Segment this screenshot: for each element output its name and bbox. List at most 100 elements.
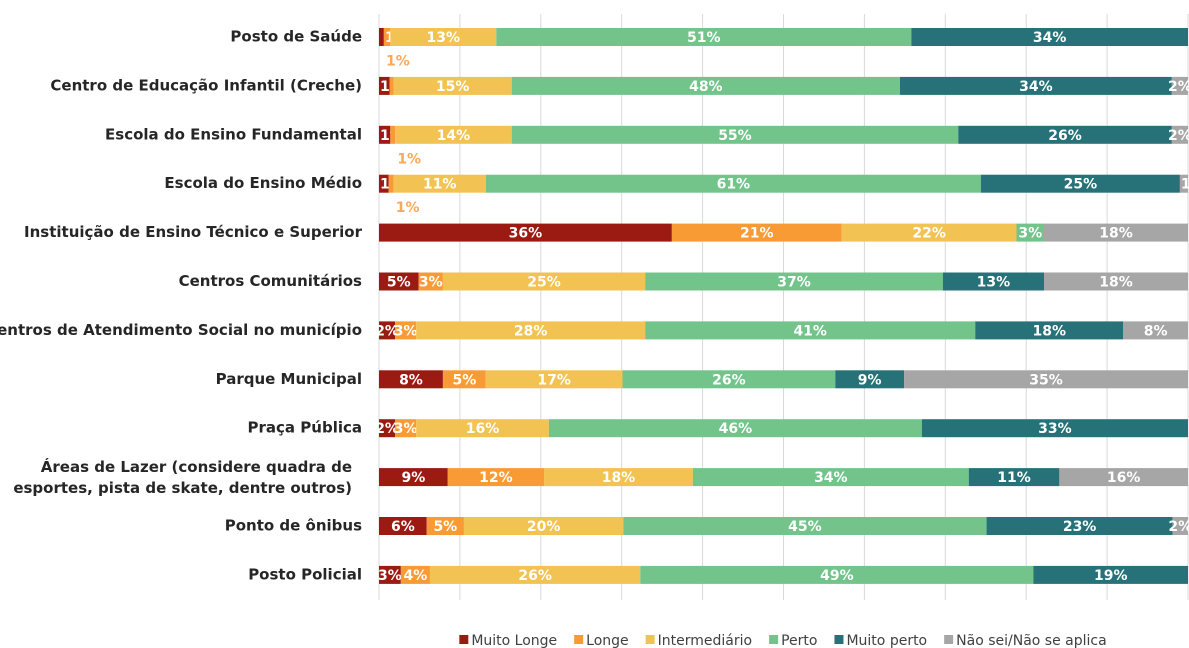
bar-segment (416, 419, 549, 438)
category-label: Ponto de ônibus (225, 517, 362, 535)
bar-segment (1043, 272, 1188, 291)
bar-segment (640, 565, 1034, 584)
bar-segment (379, 517, 427, 535)
value-label: 37% (777, 275, 811, 291)
value-label: 1% (1181, 177, 1189, 193)
legend-swatch (769, 635, 779, 644)
bar-segment (911, 28, 1188, 46)
bar-segment (968, 468, 1060, 487)
bar-segment (1033, 565, 1188, 584)
value-label: 2% (1168, 79, 1189, 95)
bar-segment (544, 468, 693, 487)
legend-label: Não sei/Não se aplica (956, 633, 1107, 648)
value-label: 18% (1099, 275, 1133, 291)
legend-swatch (834, 635, 844, 644)
value-label: 16% (1107, 470, 1141, 486)
bar-segment (485, 174, 981, 193)
legend-label: Intermediário (658, 633, 752, 648)
bar-segment (986, 517, 1173, 535)
bar-segment (418, 272, 443, 291)
value-label: 34% (1019, 79, 1053, 95)
legend-label: Muito Longe (471, 633, 557, 648)
value-label: 22% (912, 226, 946, 242)
value-label: 36% (509, 226, 543, 242)
bar-segment (379, 125, 391, 144)
value-label: 1% (397, 151, 421, 167)
value-label: 48% (689, 79, 723, 95)
bar-segment (645, 321, 976, 340)
value-label: 19% (1094, 568, 1128, 584)
value-label: 26% (518, 568, 552, 584)
bar-segment (1171, 125, 1188, 144)
bar-segment (1172, 517, 1188, 535)
bar-segment (379, 419, 396, 438)
bar-segment (426, 517, 464, 535)
value-label: 4% (404, 568, 428, 584)
bar-segment (548, 419, 922, 438)
bar-segment (389, 76, 394, 95)
value-label: 5% (433, 519, 457, 535)
bar-segment (904, 370, 1188, 389)
legend-swatch (459, 635, 469, 644)
bar-segment (429, 565, 641, 584)
legend-swatch (574, 635, 584, 644)
value-label: 26% (1048, 128, 1082, 144)
value-label: 34% (814, 470, 848, 486)
bar-segment (841, 223, 1017, 242)
bar-segment (980, 174, 1180, 193)
bar-segment (416, 321, 646, 340)
bar-segment (395, 125, 512, 144)
value-label: 11% (997, 470, 1031, 486)
value-label: 11% (423, 177, 457, 193)
category-label: Centros Comunitários (179, 272, 362, 290)
bar-segment (692, 468, 969, 487)
bar-segment (379, 174, 389, 193)
bar-segment (379, 223, 672, 242)
bar-segment (379, 468, 448, 487)
bar-segment (463, 517, 624, 535)
value-label: 18% (602, 470, 636, 486)
bar-segment (511, 76, 900, 95)
value-label: 46% (719, 421, 753, 437)
value-label: 3% (419, 275, 443, 291)
bar-segment (921, 419, 1188, 438)
value-label: 2% (375, 421, 399, 437)
value-label: 6% (391, 519, 415, 535)
value-label: 20% (527, 519, 561, 535)
bar-segment (442, 370, 486, 389)
value-label: 5% (452, 372, 476, 388)
bar-segment (942, 272, 1044, 291)
bar-segment (1043, 223, 1188, 242)
legend-label: Longe (586, 633, 629, 648)
bar-segment (393, 76, 512, 95)
value-label: 23% (1063, 519, 1097, 535)
bar-segment (395, 419, 417, 438)
value-label: 18% (1032, 323, 1066, 339)
bar-segment (1171, 76, 1188, 95)
bar-segment (496, 28, 912, 46)
bar-segment (379, 76, 390, 95)
value-label: 9% (401, 470, 425, 486)
category-label: Posto de Saúde (230, 28, 362, 46)
bar-segment (393, 174, 486, 193)
bar-segment (383, 28, 391, 46)
value-label: 3% (394, 323, 418, 339)
value-label: 33% (1038, 421, 1072, 437)
value-label: 18% (1099, 226, 1133, 242)
bar-segment (442, 272, 646, 291)
bar-segment (379, 321, 396, 340)
bar-segment (379, 565, 401, 584)
legend-swatch (645, 635, 655, 644)
value-label: 61% (717, 177, 751, 193)
bar-segment (1059, 468, 1188, 487)
category-label: Centro de Educação Infantil (Creche) (50, 76, 362, 94)
bar-segment (835, 370, 905, 389)
value-label: 25% (527, 275, 561, 291)
value-label: 13% (427, 30, 461, 46)
value-label: 3% (378, 568, 402, 584)
value-label: 41% (793, 323, 827, 339)
bar-segment (379, 28, 384, 46)
bar-segment (975, 321, 1124, 340)
value-label: 15% (436, 79, 470, 95)
bar-segment (379, 272, 419, 291)
